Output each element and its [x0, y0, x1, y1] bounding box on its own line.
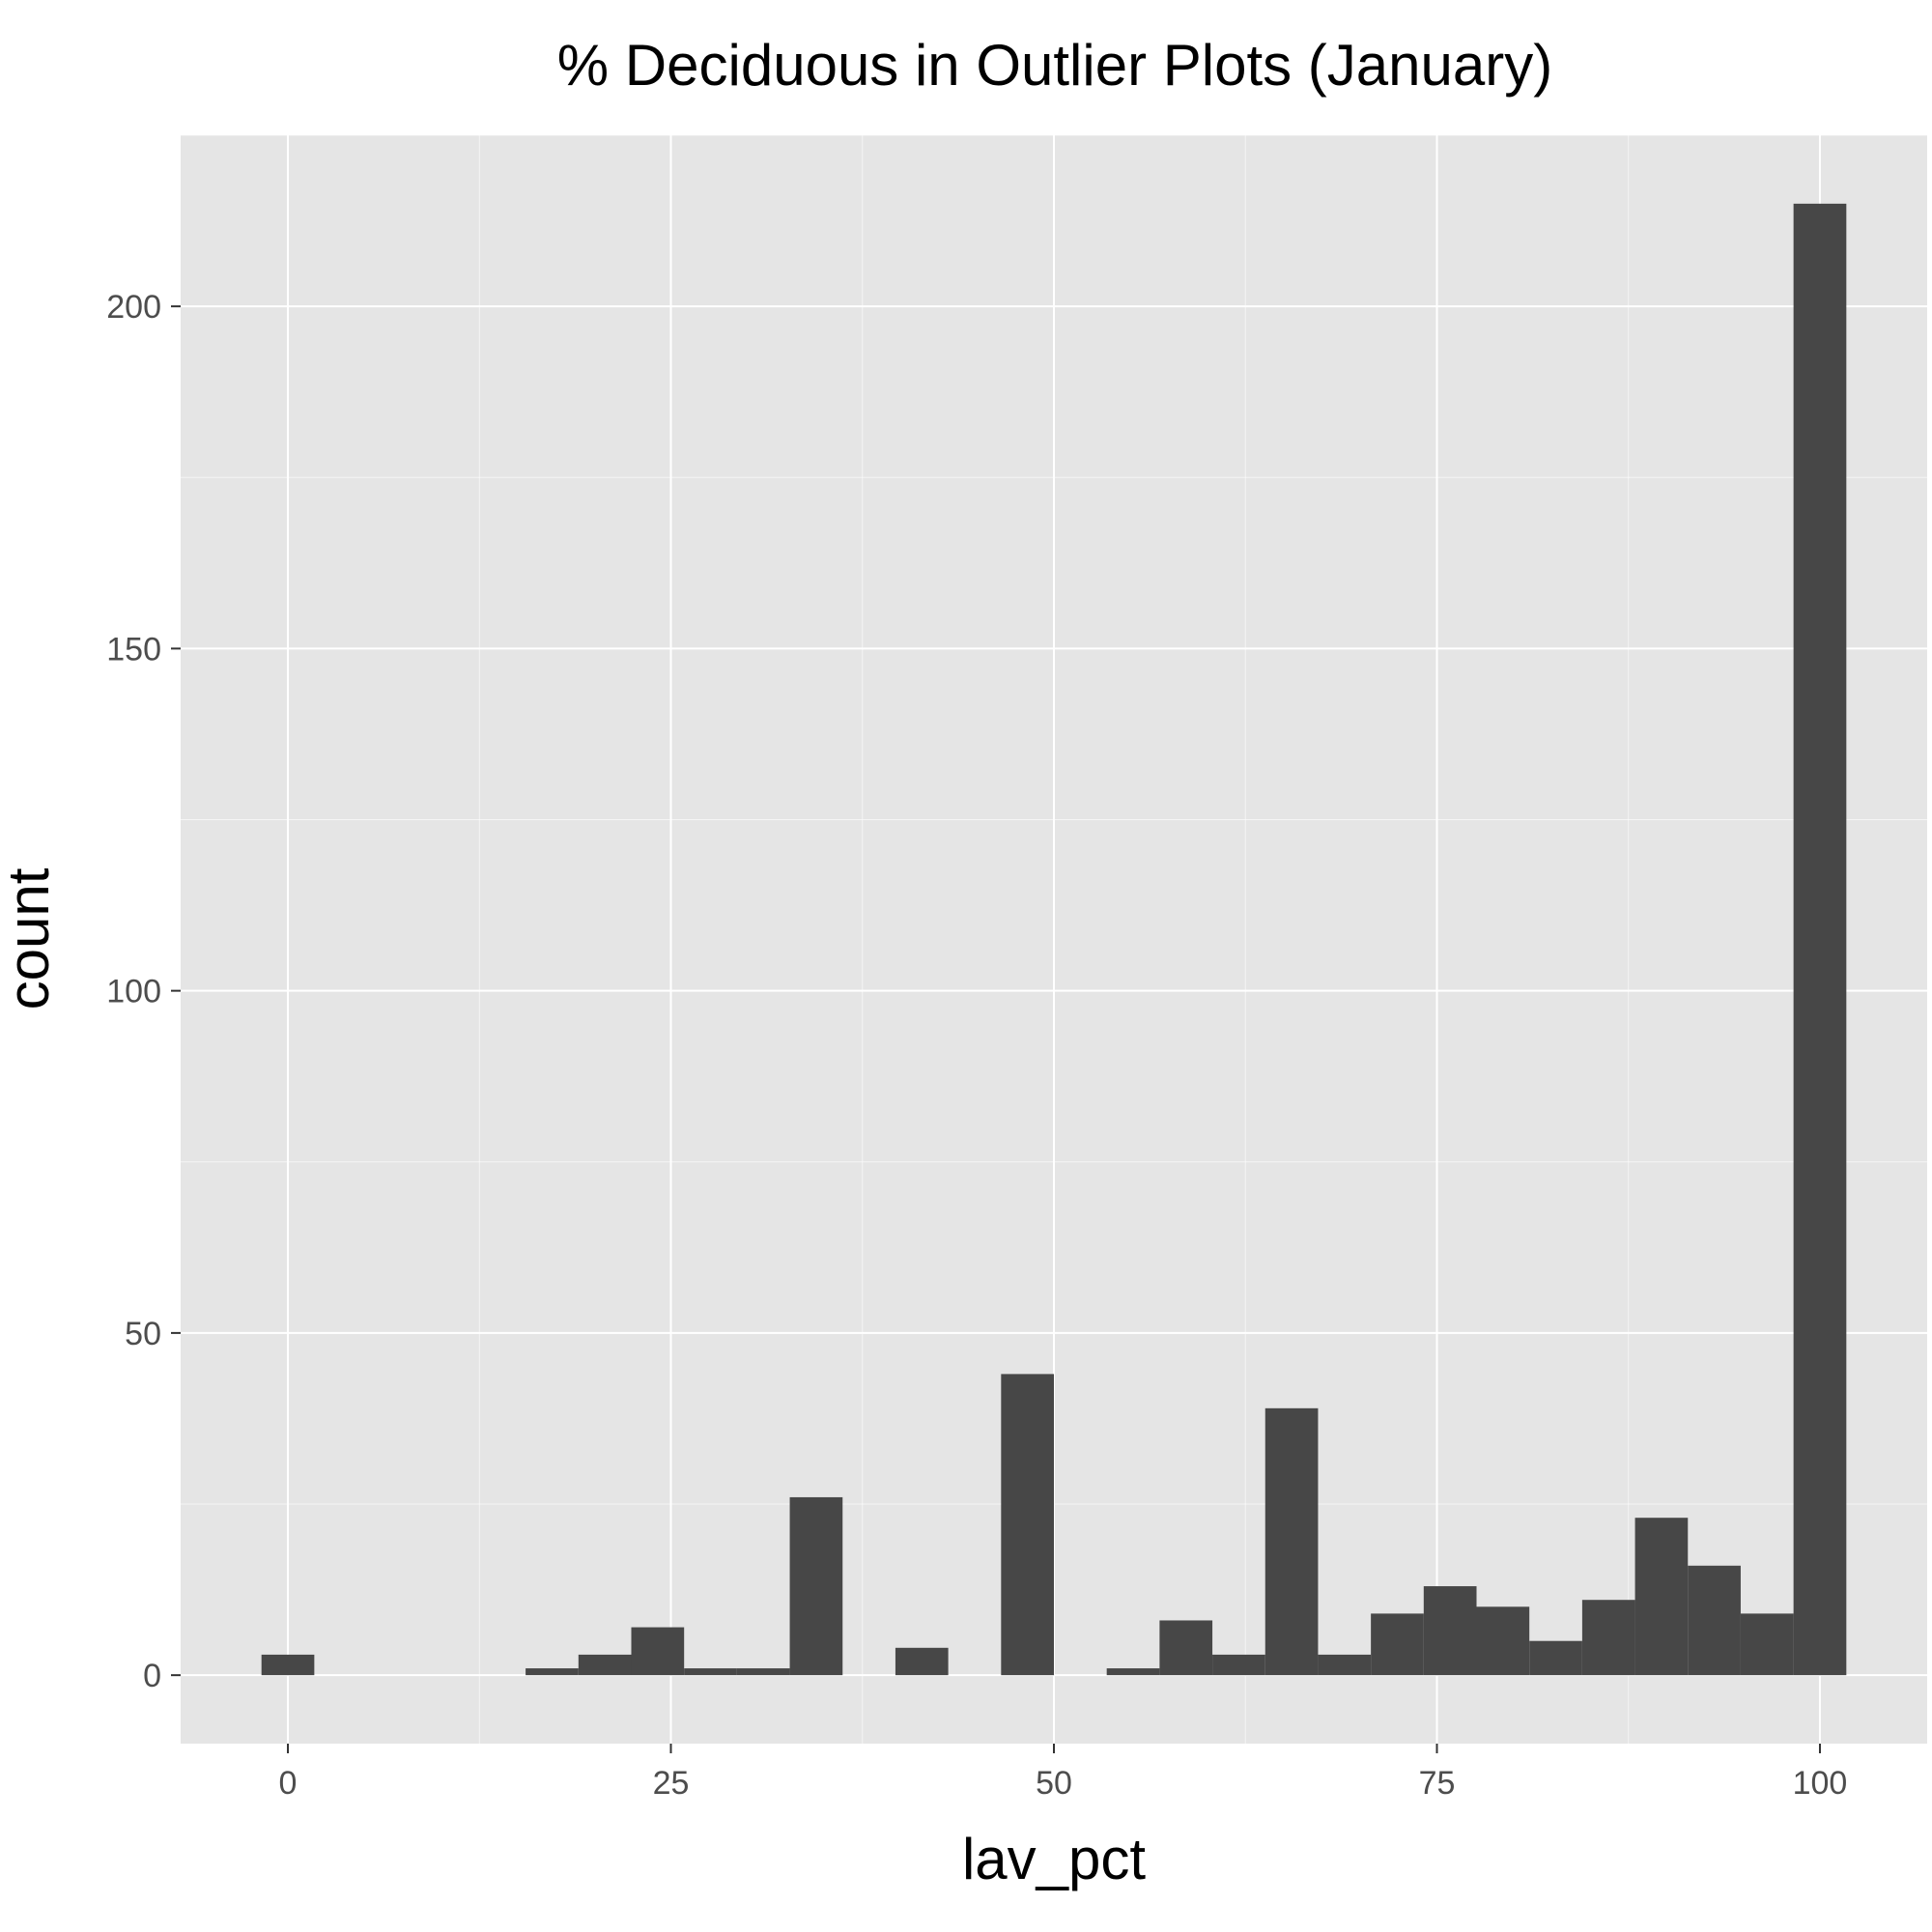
- x-axis: 0 25 50 75 100: [279, 1744, 1848, 1802]
- histogram-bar: [1001, 1374, 1054, 1676]
- histogram-bar: [789, 1496, 843, 1676]
- histogram-bar: [261, 1654, 315, 1676]
- y-axis-title: count: [0, 867, 61, 1009]
- histogram-bar: [1318, 1654, 1372, 1676]
- x-tick-label: 25: [653, 1765, 690, 1802]
- histogram-bar: [526, 1668, 579, 1676]
- y-tick-label: 100: [106, 974, 161, 1010]
- bars-layer: [261, 203, 1847, 1676]
- histogram-bar: [578, 1654, 632, 1676]
- x-tick-label: 0: [279, 1765, 298, 1802]
- x-tick-label: 50: [1036, 1765, 1072, 1802]
- x-axis-title: lav_pct: [962, 1827, 1146, 1891]
- chart-title: % Deciduous in Outlier Plots (January): [557, 33, 1552, 98]
- histogram-bar: [736, 1668, 790, 1676]
- histogram-bar: [1688, 1565, 1741, 1676]
- histogram-bar: [1371, 1613, 1424, 1676]
- histogram-bar: [1212, 1654, 1265, 1676]
- histogram-bar: [895, 1647, 949, 1676]
- histogram-bar: [631, 1627, 685, 1676]
- y-tick-label: 50: [125, 1316, 161, 1352]
- histogram-bar: [1529, 1640, 1582, 1676]
- histogram-bar: [1423, 1586, 1477, 1676]
- histogram-bar: [1634, 1518, 1689, 1676]
- histogram-bar: [684, 1668, 737, 1676]
- histogram-bar: [1106, 1668, 1160, 1676]
- histogram-bar: [1264, 1407, 1319, 1676]
- x-tick-label: 100: [1793, 1765, 1848, 1802]
- histogram-bar: [1476, 1606, 1530, 1676]
- y-tick-label: 150: [106, 631, 161, 668]
- y-tick-label: 0: [143, 1658, 161, 1694]
- y-axis: 0 50 100 150 200: [106, 289, 181, 1694]
- histogram-bar: [1581, 1600, 1635, 1676]
- histogram-bar: [1793, 203, 1847, 1676]
- histogram-bar: [1159, 1620, 1213, 1676]
- x-tick-label: 75: [1419, 1765, 1456, 1802]
- histogram-bar: [1740, 1613, 1794, 1676]
- y-tick-label: 200: [106, 289, 161, 326]
